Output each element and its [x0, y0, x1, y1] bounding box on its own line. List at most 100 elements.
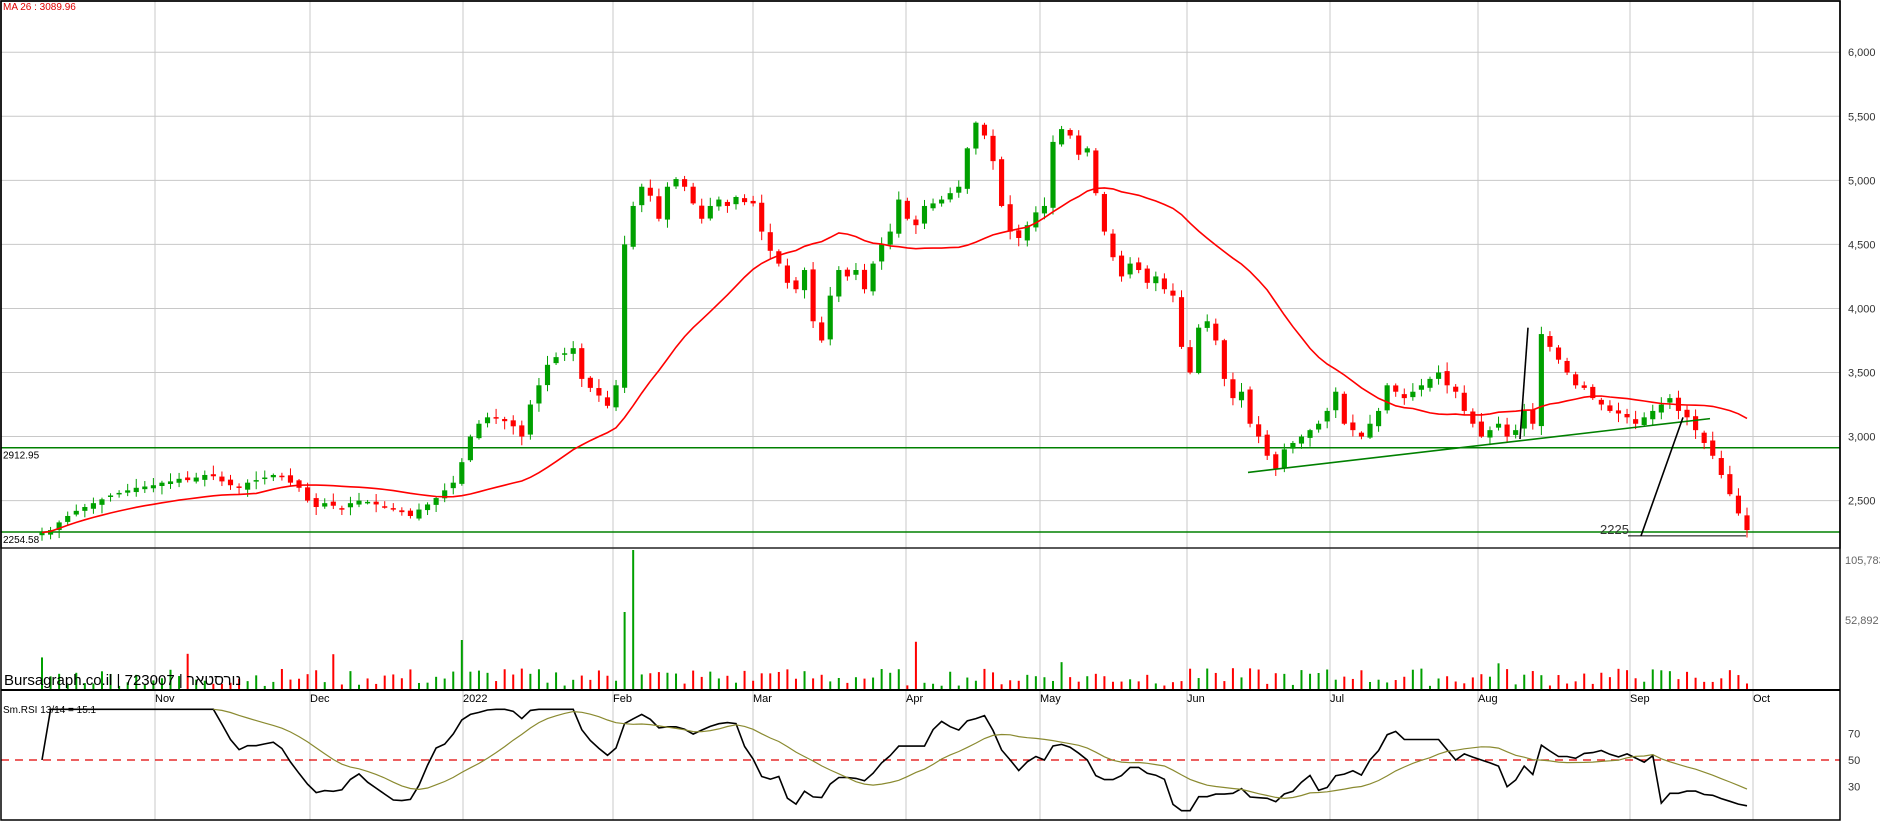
- volume-bar: [169, 669, 172, 690]
- candle-body: [844, 269, 850, 277]
- candle-body: [1033, 212, 1039, 228]
- candle-body: [1230, 379, 1236, 399]
- rsi-tick-label: 30: [1848, 782, 1860, 794]
- volume-bar: [452, 671, 455, 690]
- volume-bar: [1189, 668, 1192, 690]
- candle-body: [1530, 409, 1536, 424]
- volume-bar: [1086, 676, 1089, 690]
- candle-body: [1016, 230, 1022, 238]
- candle-body: [502, 419, 508, 422]
- volume-bar: [41, 657, 43, 690]
- candle-body: [1298, 436, 1305, 444]
- candle-body: [1007, 204, 1013, 232]
- candle-body: [990, 135, 996, 162]
- volume-bar: [854, 677, 857, 690]
- candle-body: [270, 474, 276, 478]
- candle-body: [399, 510, 405, 513]
- volume-bar: [143, 683, 146, 690]
- y-tick-label: 5,000: [1848, 175, 1876, 187]
- candle-body: [1735, 495, 1742, 514]
- volume-bar: [897, 669, 900, 690]
- candle-body: [699, 205, 705, 219]
- volume-bar: [1240, 677, 1243, 690]
- candle-body: [596, 388, 602, 396]
- volume-bar: [289, 679, 292, 690]
- ma-indicator-label: MA 26 : 3089.96: [3, 2, 76, 13]
- volume-bar: [1711, 681, 1714, 690]
- volume-bar: [949, 671, 952, 690]
- volume-bar: [1163, 685, 1166, 690]
- volume-bar: [563, 685, 566, 690]
- candle-body: [253, 480, 259, 482]
- volume-bar: [1017, 680, 1020, 690]
- candle-body: [741, 198, 748, 203]
- candle-body: [1564, 360, 1570, 373]
- volume-bar: [332, 654, 335, 690]
- candle-body: [1316, 423, 1322, 430]
- volume-bar: [1334, 679, 1337, 690]
- volume-bar: [512, 674, 515, 690]
- candle-body: [202, 474, 208, 480]
- candle-body: [921, 205, 928, 224]
- candle-body: [176, 478, 182, 483]
- candle-body: [1581, 385, 1587, 388]
- candle-body: [1256, 424, 1262, 437]
- candle-body: [493, 417, 499, 419]
- candle-body: [1718, 458, 1724, 475]
- volume-bar: [623, 612, 626, 690]
- volume-bar: [769, 673, 772, 690]
- candle-body: [570, 348, 576, 354]
- candle-body: [185, 477, 191, 481]
- candle-body: [1059, 129, 1065, 145]
- candle-body: [1684, 409, 1690, 418]
- candle-body: [296, 480, 302, 488]
- y-tick-label: 4,500: [1848, 239, 1876, 251]
- volume-bar: [263, 685, 266, 690]
- candle-body: [776, 251, 782, 264]
- candle-body: [90, 503, 96, 509]
- candle-body: [767, 232, 773, 251]
- candle-body: [1641, 417, 1647, 426]
- volume-bar: [1377, 679, 1380, 690]
- candle-body: [759, 202, 765, 232]
- volume-bar: [1111, 681, 1114, 690]
- panel-frames: [0, 0, 1841, 821]
- candle-body: [1161, 278, 1167, 290]
- rsi-indicator-label: Sm.RSI 13/14 = 15.1: [3, 705, 97, 716]
- candle-body: [1393, 385, 1399, 392]
- trend-line-support: [1247, 417, 1711, 474]
- volume-bar: [1686, 671, 1689, 690]
- volume-bar: [1274, 673, 1277, 690]
- volume-bar: [974, 680, 977, 690]
- volume-bar: [957, 685, 960, 690]
- volume-bar: [520, 668, 523, 690]
- x-tick-label: Jun: [1187, 693, 1205, 705]
- candle-body: [1650, 410, 1656, 420]
- volume-bar: [675, 673, 678, 690]
- volume-bar: [1351, 678, 1354, 690]
- volume-bar: [349, 671, 352, 690]
- volume-bar: [58, 673, 61, 690]
- candle-body: [219, 476, 225, 482]
- volume-bar: [666, 672, 669, 690]
- volume-bar: [443, 678, 446, 690]
- volume-bar: [914, 641, 917, 690]
- volume-bar: [400, 678, 403, 690]
- x-tick-label: Nov: [155, 693, 175, 705]
- candle-body: [1384, 385, 1390, 411]
- candle-body: [1504, 424, 1510, 437]
- candle-body: [896, 199, 902, 234]
- candle-body: [1453, 386, 1459, 392]
- volume-bar: [1557, 675, 1560, 690]
- x-tick-label: Oct: [1753, 693, 1770, 705]
- volume-bar: [1737, 675, 1740, 690]
- candle-body: [1118, 255, 1125, 277]
- candle-body: [1410, 391, 1416, 398]
- candle-body: [382, 506, 388, 508]
- candle-body: [305, 487, 311, 501]
- volume-bar: [1249, 668, 1252, 690]
- volume-bar: [829, 681, 832, 690]
- volume-bar: [426, 682, 429, 690]
- axis-labels: Nov Dec 2022 Feb Mar Apr May Jun Jul Aug Sep Oct 6,0…: [3, 47, 1880, 793]
- x-tick-label: May: [1040, 693, 1061, 705]
